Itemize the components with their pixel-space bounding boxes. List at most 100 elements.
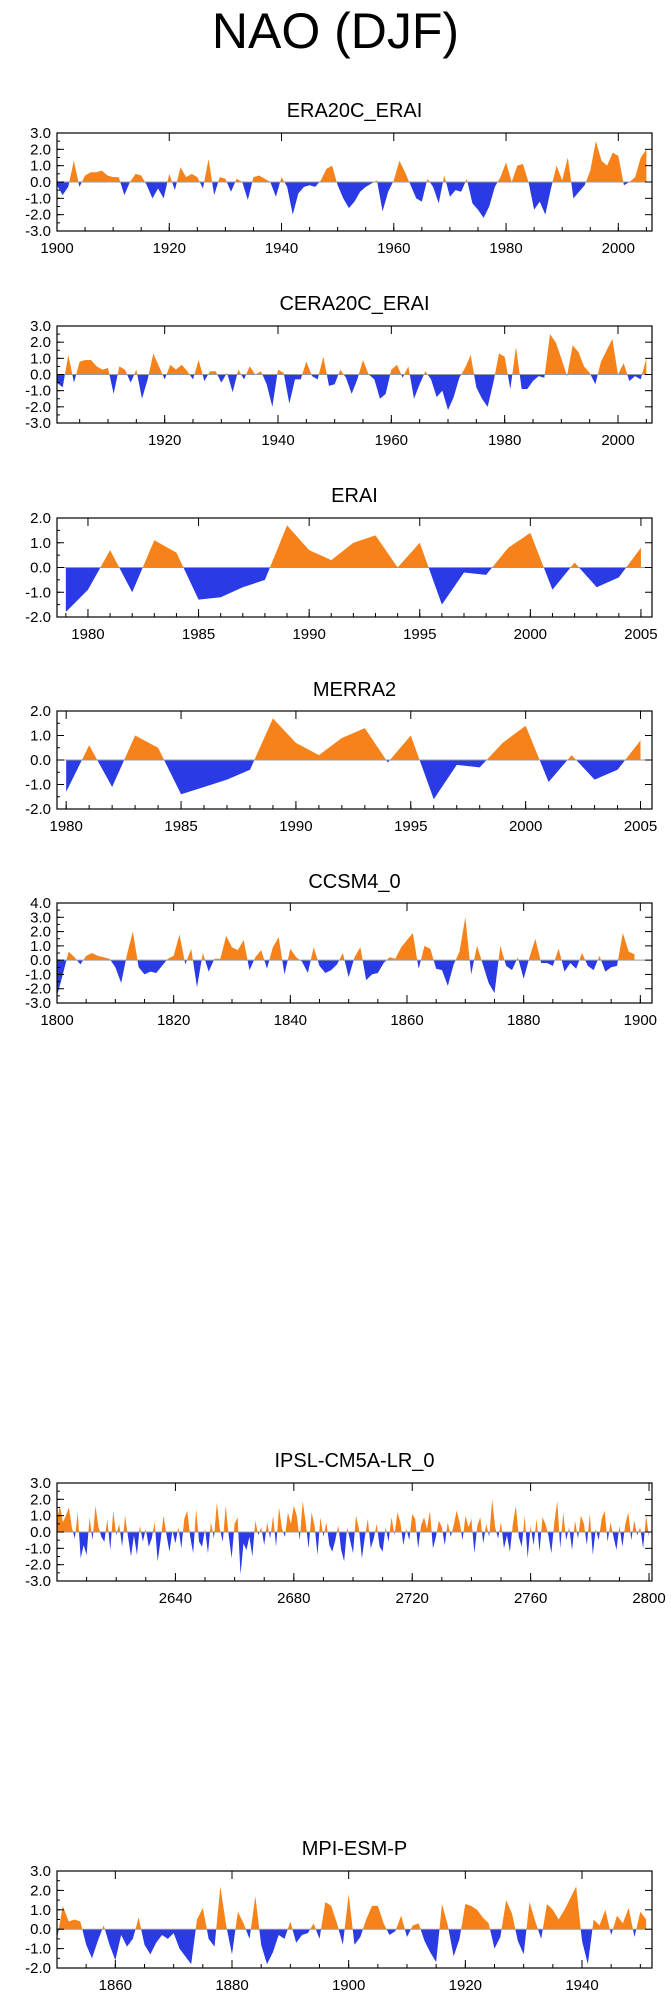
x-tick-label: 1900 [624, 1012, 657, 1029]
y-tick-label: 1.0 [30, 535, 51, 552]
x-tick-label: 2000 [602, 240, 635, 257]
series-area-positive [57, 141, 647, 182]
x-tick-label: 1985 [182, 626, 215, 643]
figure-title: NAO (DJF) [211, 3, 460, 59]
x-tick-label: 1990 [292, 626, 325, 643]
series-area-positive [57, 1499, 650, 1532]
x-tick-label: 2760 [514, 1590, 547, 1607]
x-tick-label: 1860 [99, 1977, 132, 1994]
x-tick-label: 2000 [601, 432, 634, 449]
y-tick-label: 1.0 [30, 158, 51, 175]
y-tick-label: 0.0 [30, 952, 51, 969]
x-tick-label: 2000 [509, 818, 542, 835]
y-tick-label: -1.0 [25, 1540, 51, 1557]
x-tick-label: 1900 [40, 240, 73, 257]
y-tick-label: 3.0 [30, 909, 51, 926]
panel-6: MPI-ESM-P 3.0 2.0 1.0 0.0 -1.0 -2.0 1860 1880 190… [25, 1838, 653, 1994]
series-area-positive [66, 718, 641, 760]
y-tick-label: 1.0 [30, 1902, 51, 1919]
panel-1: CERA20C_ERAI 3.02.01.00.0-1.0-2.0-3.0 1920… [25, 293, 653, 449]
x-tick-label: 2005 [624, 818, 657, 835]
y-tick-label: -2.0 [25, 981, 51, 998]
x-tick-label: 1820 [157, 1012, 190, 1029]
panel-title: MERRA2 [313, 679, 396, 701]
y-tick-label: -2.0 [25, 801, 51, 818]
x-tick-label: 2000 [514, 626, 547, 643]
series-area-negative [57, 1532, 650, 1575]
x-tick-label: 1995 [403, 626, 436, 643]
panel-title: CERA20C_ERAI [279, 293, 429, 315]
series-area-negative [66, 760, 641, 800]
x-tick-label: 2005 [624, 626, 657, 643]
y-tick-label: -3.0 [25, 995, 51, 1012]
y-tick-label: 1.0 [30, 728, 51, 745]
y-tick-label: 0.0 [30, 174, 51, 191]
x-tick-label: 1840 [274, 1012, 307, 1029]
series-area-negative [65, 567, 641, 613]
x-tick-label: 2800 [632, 1590, 665, 1607]
panel-title: MPI-ESM-P [302, 1838, 408, 1860]
x-tick-label: 2720 [396, 1590, 429, 1607]
series-area-positive [65, 525, 641, 568]
x-tick-label: 1940 [265, 240, 298, 257]
panel-title: ERA20C_ERAI [287, 100, 423, 122]
x-tick-label: 2680 [277, 1590, 310, 1607]
x-tick-label: 1880 [507, 1012, 540, 1029]
panel-2: ERAI 2.0 1.0 0.0 -1.0 -2.0 1980 1985 1990 1995 200… [25, 485, 657, 643]
series-area-positive [57, 1886, 647, 1930]
x-tick-label: 1860 [390, 1012, 423, 1029]
panel-title: ERAI [331, 485, 378, 507]
y-tick-label: 3.0 [30, 318, 51, 335]
x-tick-label: 1900 [332, 1977, 365, 1994]
x-tick-label: 1980 [489, 240, 522, 257]
y-tick-label: -1.0 [25, 777, 51, 794]
y-tick-label: -2.0 [25, 1557, 51, 1574]
y-tick-label: -2.0 [25, 207, 51, 224]
y-tick-label: -1.0 [25, 190, 51, 207]
series-area-positive [57, 917, 635, 961]
series-area-negative [57, 960, 635, 996]
y-tick-label: 2.0 [30, 1882, 51, 1899]
x-tick-label: 1980 [71, 626, 104, 643]
y-tick-label: 0.0 [30, 560, 51, 577]
y-tick-label: 3.0 [30, 1475, 51, 1492]
y-tick-label: -1.0 [25, 383, 51, 400]
y-tick-label: 2.0 [30, 924, 51, 941]
y-tick-label: 3.0 [30, 125, 51, 142]
x-tick-label: 1960 [375, 432, 408, 449]
x-tick-label: 1920 [153, 240, 186, 257]
y-tick-label: -2.0 [25, 1960, 51, 1977]
x-tick-label: 1960 [377, 240, 410, 257]
y-tick-label: 1.0 [30, 350, 51, 367]
series-area-negative [57, 182, 647, 218]
series-area-negative [57, 1929, 647, 1965]
plot-frame [56, 902, 653, 1004]
x-tick-label: 1985 [164, 818, 197, 835]
x-tick-label: 2640 [159, 1590, 192, 1607]
y-tick-label: 2.0 [30, 703, 51, 720]
y-tick-label: 0.0 [30, 1524, 51, 1541]
x-tick-label: 1980 [488, 432, 521, 449]
x-tick-label: 1880 [215, 1977, 248, 1994]
y-tick-label: -2.0 [25, 609, 51, 626]
x-tick-label: 1995 [394, 818, 427, 835]
x-tick-label: 1940 [261, 432, 294, 449]
x-tick-label: 1800 [40, 1012, 73, 1029]
x-tick-label: 1920 [148, 432, 181, 449]
panel-5: IPSL-CM5A-LR_0 3.02.01.00.0-1.0-2.0-3.0 26… [25, 1450, 666, 1607]
panel-title: IPSL-CM5A-LR_0 [274, 1450, 434, 1472]
y-tick-label: 1.0 [30, 938, 51, 955]
y-tick-label: 2.0 [30, 510, 51, 527]
y-tick-label: 0.0 [30, 752, 51, 769]
y-tick-label: 3.0 [30, 1863, 51, 1880]
x-tick-label: 1940 [565, 1977, 598, 1994]
y-tick-label: 2.0 [30, 141, 51, 158]
panel-title: CCSM4_0 [308, 871, 400, 893]
series-area-positive [57, 334, 647, 375]
y-tick-label: -1.0 [25, 966, 51, 983]
y-tick-label: -1.0 [25, 584, 51, 601]
